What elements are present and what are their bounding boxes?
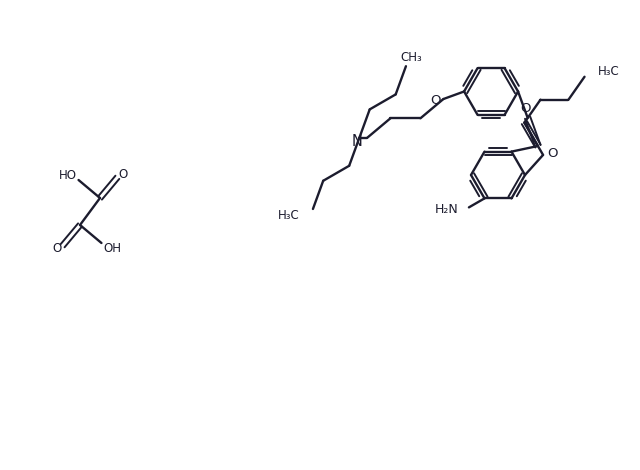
Text: CH₃: CH₃ — [400, 51, 422, 64]
Text: O: O — [520, 102, 531, 115]
Text: H₃C: H₃C — [278, 210, 300, 222]
Text: O: O — [119, 168, 128, 181]
Text: HO: HO — [58, 169, 77, 181]
Text: O: O — [547, 148, 557, 160]
Text: H₂N: H₂N — [435, 203, 459, 216]
Text: O: O — [430, 94, 441, 107]
Text: O: O — [52, 242, 61, 255]
Text: H₃C: H₃C — [598, 65, 620, 78]
Text: N: N — [352, 134, 363, 149]
Text: OH: OH — [104, 243, 122, 256]
